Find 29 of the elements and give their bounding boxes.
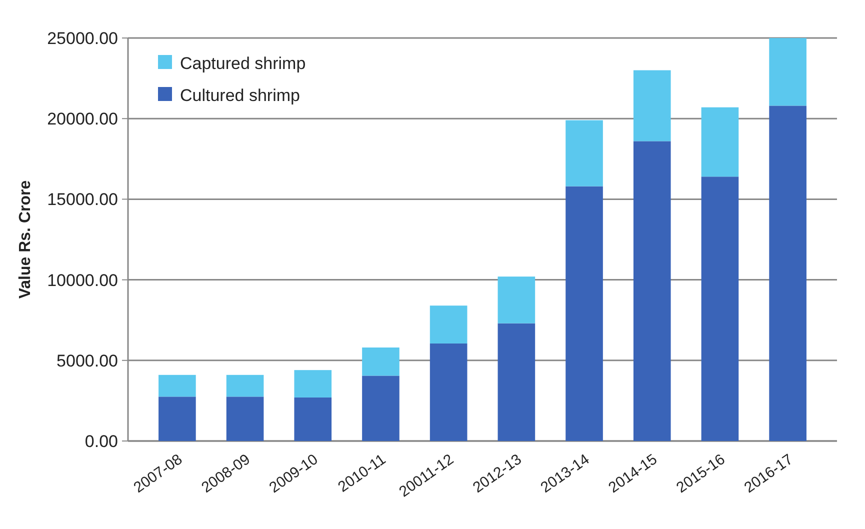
- bar: [158, 374, 196, 397]
- bar: [226, 374, 264, 397]
- bar: [158, 396, 196, 441]
- legend-label: Captured shrimp: [180, 54, 306, 73]
- y-tick-label: 5000.00: [56, 351, 118, 370]
- bar: [701, 107, 739, 177]
- bar: [769, 38, 806, 106]
- bar: [498, 323, 536, 441]
- bar: [430, 306, 468, 344]
- bar: [294, 397, 332, 441]
- bar: [566, 186, 603, 441]
- bar: [498, 276, 536, 324]
- bar: [430, 343, 468, 441]
- legend-label: Cultured shrimp: [180, 86, 300, 105]
- y-tick-label: 25000.00: [47, 28, 118, 48]
- bar: [769, 106, 806, 441]
- y-tick-label: 0.00: [84, 432, 118, 451]
- y-tick-label: 15000.00: [47, 190, 118, 210]
- bar: [633, 141, 671, 441]
- bar: [362, 348, 400, 376]
- bar: [566, 120, 603, 186]
- y-axis-title: Value Rs. Crore: [17, 180, 34, 299]
- y-tick-label: 10000.00: [47, 270, 118, 290]
- bar: [701, 176, 739, 441]
- y-tick-label: 20000.00: [47, 110, 118, 129]
- bar: [633, 70, 671, 142]
- bar: [362, 376, 400, 441]
- bar: [226, 396, 264, 441]
- bar: [294, 370, 332, 398]
